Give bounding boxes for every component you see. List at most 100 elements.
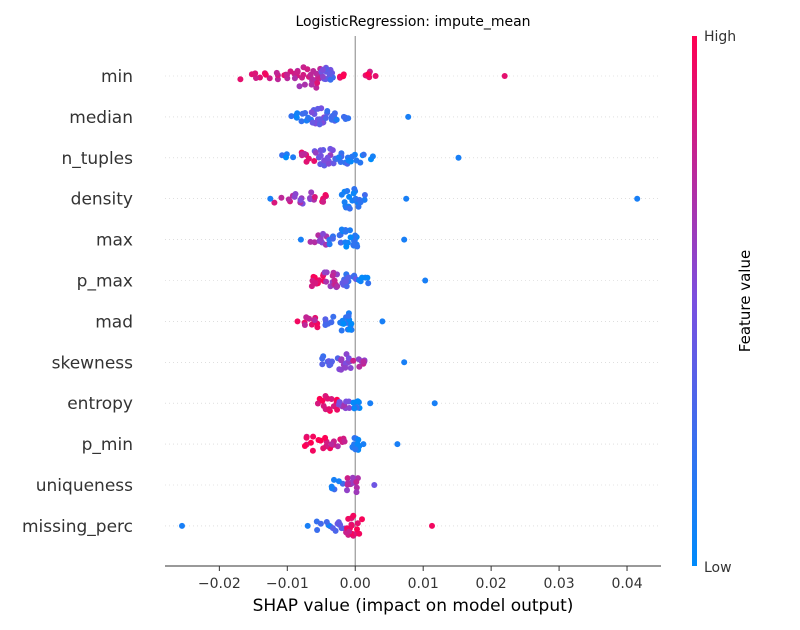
shap-point (356, 530, 363, 537)
shap-point (329, 358, 335, 365)
shap-point (344, 188, 351, 194)
shap-point (337, 159, 344, 165)
shap-point-outlier (379, 318, 386, 325)
x-tick-label: 0.01 (408, 576, 439, 592)
feature-label: entropy (67, 394, 133, 414)
shap-point-outlier (367, 400, 374, 407)
shap-point (324, 395, 331, 402)
shap-point (346, 528, 353, 535)
colorbar-high-label: High (704, 29, 736, 45)
shap-point-outlier (401, 236, 408, 243)
shap-point (344, 487, 350, 494)
chart-title: LogisticRegression: impute_mean (295, 14, 530, 30)
shap-point-outlier (429, 522, 435, 529)
shap-point (345, 274, 352, 281)
shap-point (329, 272, 336, 279)
shap-point (341, 438, 348, 445)
shap-point (273, 69, 280, 76)
shap-point (369, 153, 376, 160)
shap-point (319, 355, 326, 362)
x-tick-label: −0.01 (266, 576, 309, 592)
shap-point (345, 355, 352, 362)
shap-point (278, 194, 285, 201)
shap-point-outlier (394, 441, 401, 448)
shap-point (337, 521, 344, 528)
shap-point (322, 434, 329, 441)
shap-point (344, 475, 351, 482)
shap-point (319, 397, 326, 404)
shap-point-outlier (304, 522, 311, 529)
shap-point (296, 83, 303, 90)
shap-point (360, 358, 367, 365)
shap-point (292, 191, 299, 197)
x-tick-label: 0.00 (340, 576, 371, 592)
shap-point (303, 314, 310, 321)
shap-point (317, 147, 324, 154)
shap-point (336, 399, 343, 405)
shap-point (309, 119, 316, 126)
shap-point (314, 80, 321, 86)
shap-point (348, 320, 355, 327)
shap-point (365, 280, 372, 287)
shap-point-outlier (431, 400, 438, 407)
colorbar-label: Feature value (736, 250, 754, 352)
shap-point (344, 481, 351, 488)
shap-point (349, 474, 356, 481)
shap-point (310, 433, 317, 440)
shap-point (317, 437, 324, 444)
shap-point (345, 313, 352, 319)
shap-point (313, 84, 320, 91)
shap-point (337, 239, 344, 246)
shap-point (336, 232, 343, 239)
shap-points (179, 64, 641, 539)
shap-point (320, 403, 327, 409)
shap-point (341, 199, 348, 206)
shap-point (252, 70, 259, 77)
shap-point (316, 121, 323, 128)
shap-point (307, 195, 313, 201)
shap-point (350, 512, 357, 519)
feature-label: uniqueness (36, 476, 133, 496)
shap-point (300, 71, 307, 78)
shap-point (322, 322, 329, 328)
x-tick-label: −0.02 (198, 576, 241, 592)
row-gridlines (165, 75, 661, 527)
shap-point (340, 73, 347, 80)
feature-label: p_min (82, 435, 133, 455)
feature-label: n_tuples (61, 149, 133, 169)
shap-point (316, 116, 323, 123)
shap-point (346, 405, 353, 411)
shap-point (359, 516, 365, 523)
shap-point (285, 196, 292, 203)
shap-point (329, 147, 336, 154)
shap-point (320, 230, 326, 237)
shap-point (294, 68, 301, 75)
shap-point-outlier (501, 73, 508, 79)
shap-point (354, 398, 361, 405)
shap-point (298, 118, 305, 125)
shap-point (328, 319, 335, 326)
shap-point (302, 110, 309, 116)
shap-point (308, 109, 315, 116)
shap-point (343, 283, 350, 290)
shap-point (350, 241, 357, 248)
shap-point (357, 159, 364, 166)
shap-point (294, 110, 301, 117)
shap-point-outlier (372, 73, 379, 79)
shap-point (312, 149, 319, 156)
shap-point (291, 75, 298, 82)
shap-point (314, 527, 321, 533)
shap-point (323, 519, 330, 525)
shap-point (335, 154, 342, 161)
shap-point (321, 157, 328, 164)
shap-point (314, 400, 321, 407)
shap-point (338, 327, 345, 334)
shap-point-outlier (371, 482, 378, 488)
shap-point (308, 81, 315, 88)
x-axis-label: SHAP value (impact on model output) (253, 596, 574, 616)
shap-point-outlier (179, 522, 185, 529)
shap-point (283, 154, 289, 161)
shap-point (322, 115, 329, 121)
feature-label: median (69, 108, 133, 128)
